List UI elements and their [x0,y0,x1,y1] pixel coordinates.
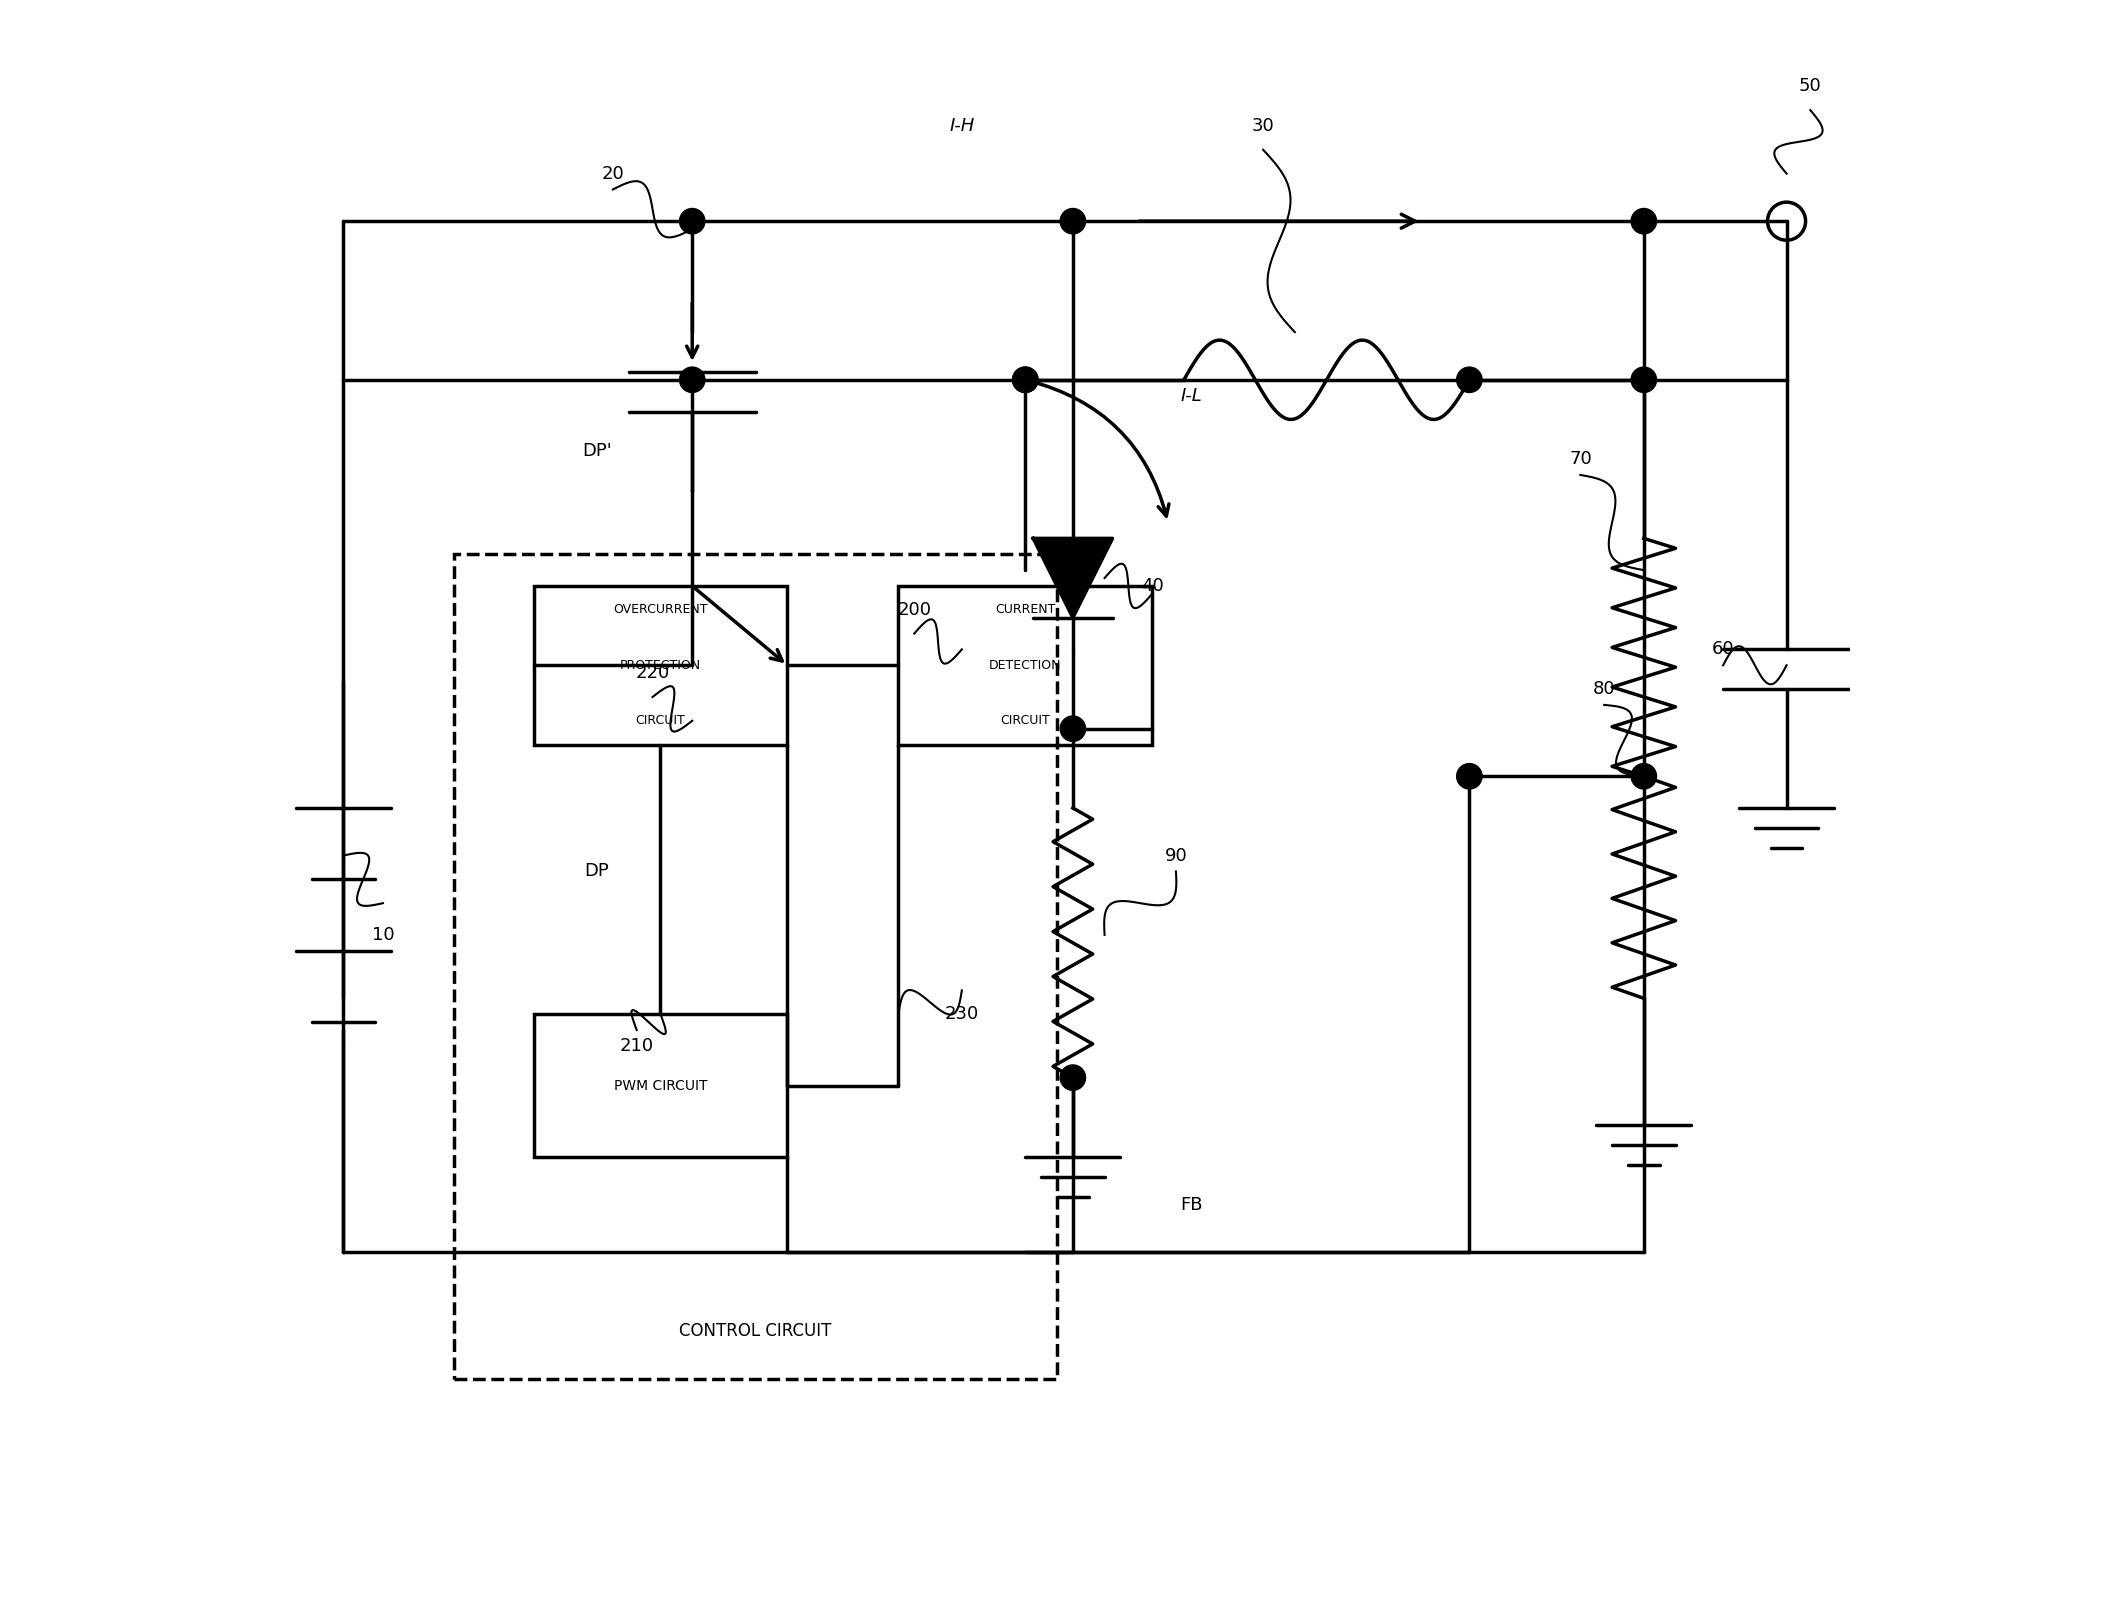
Text: DETECTION: DETECTION [989,659,1061,672]
Text: 200: 200 [896,601,932,619]
Polygon shape [1034,538,1112,617]
Circle shape [1061,208,1087,234]
Bar [898,587,1152,745]
Text: 90: 90 [1165,847,1188,865]
Text: 220: 220 [636,664,670,682]
Circle shape [1457,367,1482,393]
Text: PROTECTION: PROTECTION [619,659,702,672]
Text: 70: 70 [1569,451,1592,469]
Circle shape [1061,716,1087,742]
Text: 230: 230 [945,1005,979,1023]
Text: FB: FB [1180,1196,1203,1214]
Text: CIRCUIT: CIRCUIT [636,714,685,727]
Text: DP: DP [586,863,609,881]
Circle shape [679,208,704,234]
Text: 20: 20 [602,165,624,183]
Circle shape [1061,1065,1087,1091]
Text: 50: 50 [1799,78,1822,95]
Text: DP': DP' [581,443,611,461]
Text: 60: 60 [1712,640,1733,658]
Text: I-H: I-H [949,116,975,136]
Text: CONTROL CIRCUIT: CONTROL CIRCUIT [679,1322,831,1340]
Bar [533,587,786,745]
Text: OVERCURRENT: OVERCURRENT [613,603,708,616]
Bar [455,554,1057,1378]
Text: I-L: I-L [1182,386,1203,404]
Text: 40: 40 [1142,577,1163,595]
Text: 10: 10 [372,926,395,944]
Text: 30: 30 [1251,116,1275,136]
Text: 80: 80 [1592,680,1615,698]
Bar [533,1015,786,1157]
Circle shape [1013,367,1038,393]
Circle shape [1632,764,1657,789]
Text: PWM CIRCUIT: PWM CIRCUIT [613,1078,708,1092]
Circle shape [679,367,704,393]
Circle shape [1632,367,1657,393]
Text: CURRENT: CURRENT [996,603,1055,616]
Circle shape [1013,367,1038,393]
Text: CIRCUIT: CIRCUIT [1000,714,1051,727]
Text: 210: 210 [619,1037,653,1055]
Circle shape [1632,208,1657,234]
Circle shape [1457,764,1482,789]
